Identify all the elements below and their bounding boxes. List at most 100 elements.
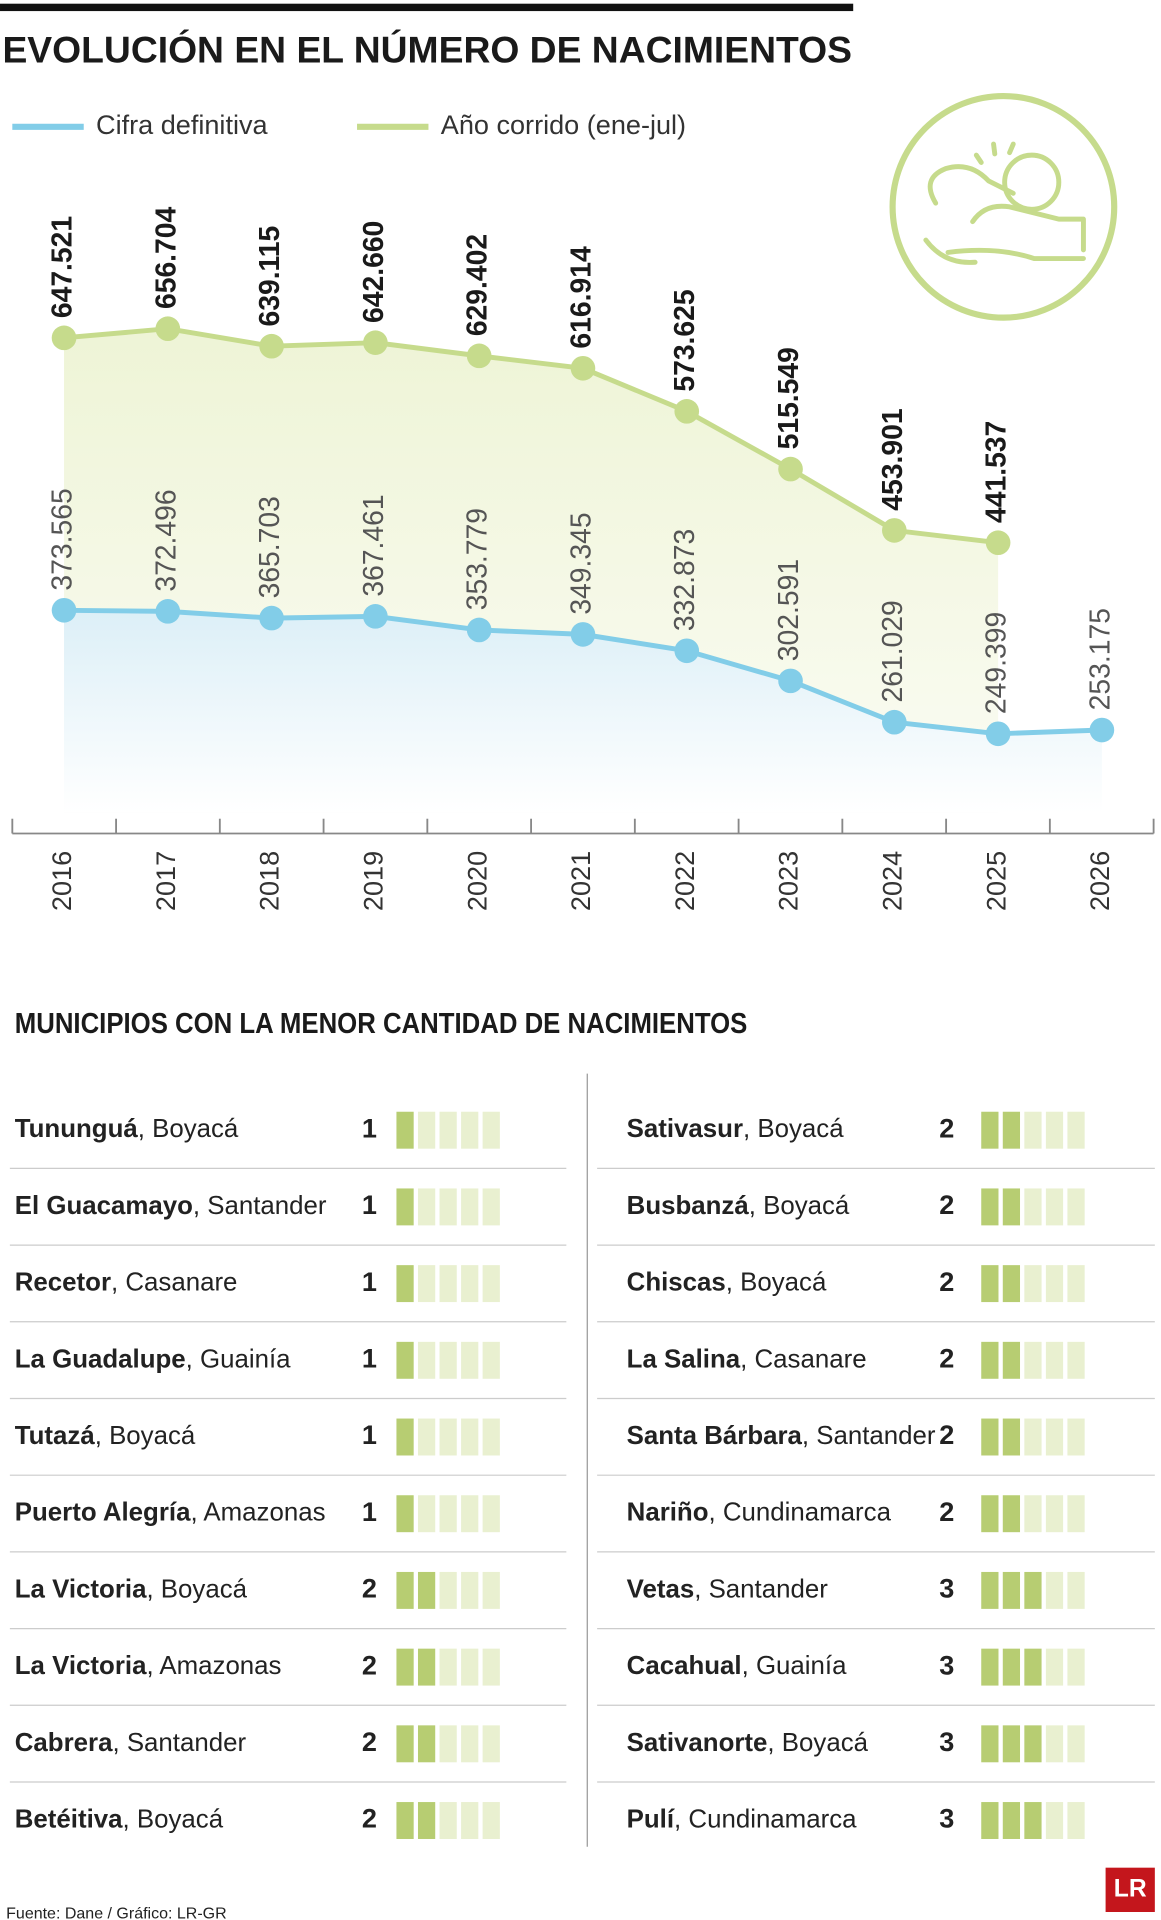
legend-label: Cifra definitiva	[96, 109, 269, 140]
point	[985, 530, 1011, 556]
count-square	[417, 1111, 436, 1149]
count: 2	[939, 1342, 954, 1373]
count-square	[396, 1725, 414, 1763]
value-label: 441.537	[980, 421, 1012, 523]
count: 2	[362, 1803, 377, 1834]
row-label: La Salina, Casanare	[627, 1345, 867, 1373]
municipio: Busbanzá	[627, 1192, 750, 1220]
count-square	[981, 1111, 999, 1149]
point	[259, 605, 284, 631]
municipio: Vetas	[627, 1575, 695, 1603]
count-square	[1002, 1265, 1021, 1303]
value-label: 253.175	[1083, 608, 1115, 710]
departamento: , Boyacá	[123, 1805, 224, 1833]
municipio: Santa Bárbara	[627, 1422, 803, 1450]
count-square	[396, 1111, 414, 1149]
point	[155, 316, 181, 342]
municipio: Recetor	[15, 1268, 111, 1296]
count-square	[461, 1111, 479, 1149]
count-square	[482, 1495, 500, 1533]
count-square	[1002, 1648, 1021, 1686]
row-label: La Victoria, Boyacá	[15, 1575, 248, 1603]
count-square	[1002, 1802, 1021, 1839]
x-tick-label: 2025	[980, 851, 1011, 911]
count: 2	[939, 1419, 954, 1450]
x-tick-label: 2022	[669, 851, 700, 911]
row-label: Betéitiva, Boyacá	[15, 1805, 224, 1833]
count: 2	[939, 1266, 954, 1297]
count-square	[461, 1495, 479, 1533]
row-label: Nariño, Cundinamarca	[627, 1499, 892, 1527]
count-square	[1002, 1188, 1021, 1226]
count: 2	[939, 1112, 954, 1143]
departamento: , Guainía	[186, 1345, 292, 1373]
municipio: Sativanorte	[627, 1729, 768, 1757]
point	[778, 456, 803, 482]
count-square	[1067, 1418, 1085, 1456]
count-square	[461, 1341, 479, 1379]
count-square	[1024, 1265, 1042, 1303]
count-square	[461, 1265, 479, 1303]
row-label: Tutazá, Boyacá	[15, 1422, 196, 1450]
top-bar	[0, 3, 854, 12]
count-square	[1002, 1571, 1021, 1609]
count: 2	[362, 1649, 377, 1680]
municipio: La Salina	[627, 1345, 741, 1373]
municipio: Cabrera	[15, 1729, 113, 1757]
departamento: , Boyacá	[749, 1192, 850, 1220]
value-label: 332.873	[668, 529, 700, 631]
x-tick-label: 2017	[150, 851, 181, 911]
count-square	[1002, 1495, 1021, 1533]
count-square	[1024, 1418, 1042, 1456]
count-square	[1045, 1495, 1064, 1533]
count-square	[1024, 1111, 1042, 1149]
point	[51, 325, 77, 351]
row-label: El Guacamayo, Santander	[15, 1192, 327, 1220]
municipio: Pulí	[627, 1805, 675, 1833]
value-label: 629.402	[461, 234, 493, 336]
value-label: 616.914	[564, 246, 596, 349]
x-tick-label: 2023	[773, 851, 804, 911]
logo-box	[1105, 1867, 1155, 1912]
count-square	[1045, 1648, 1064, 1686]
count-square	[482, 1802, 500, 1839]
count: 1	[362, 1496, 377, 1527]
count-square	[482, 1725, 500, 1763]
count-square	[396, 1495, 414, 1533]
count-square	[417, 1802, 436, 1839]
count-square	[1045, 1341, 1064, 1379]
count-square	[981, 1265, 999, 1303]
area	[64, 610, 1102, 813]
value-label: 639.115	[253, 226, 285, 327]
value-label: 349.345	[564, 512, 596, 614]
table-title: MUNICIPIOS CON LA MENOR CANTIDAD DE NACI…	[15, 1007, 748, 1039]
count: 2	[362, 1726, 377, 1757]
municipio: Chiscas	[627, 1268, 726, 1296]
departamento: , Santander	[193, 1192, 327, 1220]
departamento: , Boyacá	[95, 1422, 196, 1450]
departamento: , Casanare	[740, 1345, 866, 1373]
count-square	[396, 1188, 414, 1226]
municipio: Tutazá	[15, 1422, 96, 1450]
count-square	[1024, 1188, 1042, 1226]
count: 3	[939, 1573, 954, 1604]
count-square	[1067, 1725, 1085, 1763]
value-label: 261.029	[876, 600, 908, 702]
value-label: 656.704	[149, 206, 181, 309]
count-square	[1045, 1418, 1064, 1456]
count-square	[1045, 1188, 1064, 1226]
legend-label: Año corrido (ene-jul)	[441, 109, 686, 140]
x-tick-label: 2026	[1084, 851, 1115, 911]
departamento: , Guainía	[742, 1652, 848, 1680]
count: 2	[939, 1189, 954, 1220]
count-square	[417, 1495, 436, 1533]
source: Fuente: Dane / Gráfico: LR-GR	[6, 1906, 227, 1920]
value-label: 515.549	[772, 347, 804, 449]
point	[1089, 717, 1115, 743]
count-square	[439, 1111, 457, 1149]
count-square	[981, 1648, 999, 1686]
count-square	[461, 1418, 479, 1456]
count-square	[396, 1571, 414, 1609]
